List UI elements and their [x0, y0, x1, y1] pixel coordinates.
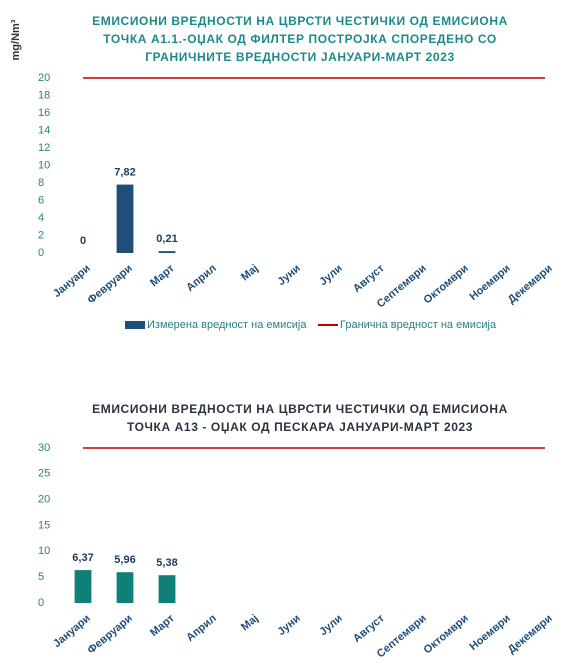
x-tick-label: Јуни: [275, 262, 302, 288]
y-tick-label: 4: [38, 212, 44, 224]
y-tick-label: 18: [38, 89, 50, 101]
y-tick-label: 0: [38, 247, 44, 259]
x-tick-label: Јануари: [51, 262, 93, 300]
y-tick-label: 12: [38, 142, 50, 154]
chart-title: ГРАНИЧНИТЕ ВРЕДНОСТИ ЈАНУАРИ-МАРТ 2023: [145, 50, 455, 64]
y-tick-label: 16: [38, 107, 50, 119]
legend-swatch: [125, 321, 145, 329]
x-tick-label: Мај: [239, 612, 261, 633]
chart-title: ЕМИСИОНИ ВРЕДНОСТИ НА ЦВРСТИ ЧЕСТИЧКИ ОД…: [92, 402, 508, 416]
x-tick-label: Март: [148, 612, 177, 639]
value-label: 5,96: [114, 554, 135, 566]
x-tick-label: Март: [148, 262, 177, 289]
x-tick-label: Февруари: [85, 612, 134, 656]
bar: [74, 570, 92, 603]
y-axis-label: mg/Nm³: [10, 19, 22, 60]
y-tick-label: 30: [38, 442, 50, 454]
y-tick-label: 6: [38, 194, 44, 206]
value-label: 5,38: [156, 557, 177, 569]
y-tick-label: 20: [38, 72, 50, 84]
bar: [158, 251, 176, 253]
y-tick-label: 10: [38, 159, 50, 171]
value-label: 0,21: [156, 233, 177, 245]
value-label: 0: [80, 235, 86, 247]
x-tick-label: Август: [351, 612, 387, 645]
x-tick-label: Декември: [506, 262, 555, 306]
x-tick-label: Јуни: [275, 612, 302, 638]
x-tick-label: Јули: [317, 612, 345, 638]
x-tick-label: Јули: [317, 262, 345, 288]
value-label: 7,82: [114, 166, 135, 178]
bar: [158, 575, 176, 603]
x-tick-label: Август: [351, 262, 387, 295]
y-tick-label: 5: [38, 571, 44, 583]
x-tick-label: Октомври: [422, 612, 471, 656]
x-tick-label: Октомври: [422, 262, 471, 306]
x-tick-label: Декември: [506, 612, 555, 656]
bar: [116, 572, 134, 603]
bar: [116, 184, 134, 253]
legend-label: Измерена вредност на емисија: [147, 319, 307, 331]
y-tick-label: 10: [38, 545, 50, 557]
y-tick-label: 2: [38, 229, 44, 241]
legend-label: Гранична вредност на емисија: [340, 319, 497, 331]
chart-title: ТОЧКА А13 - ОЏАК ОД ПЕСКАРА ЈАНУАРИ-МАРТ…: [127, 420, 473, 434]
y-tick-label: 8: [38, 177, 44, 189]
y-tick-label: 0: [38, 597, 44, 609]
x-tick-label: Мај: [239, 262, 261, 283]
y-tick-label: 15: [38, 519, 50, 531]
y-tick-label: 20: [38, 494, 50, 506]
x-tick-label: Февруари: [85, 262, 134, 306]
y-tick-label: 25: [38, 468, 50, 480]
y-tick-label: 14: [38, 124, 50, 136]
chart-title: ТОЧКА А1.1.-ОЏАК ОД ФИЛТЕР ПОСТРОЈКА СПО…: [103, 32, 497, 46]
x-tick-label: Јануари: [51, 612, 93, 650]
x-tick-label: Април: [184, 612, 219, 644]
x-tick-label: Април: [184, 262, 219, 294]
chart-title: ЕМИСИОНИ ВРЕДНОСТИ НА ЦВРСТИ ЧЕСТИЧКИ ОД…: [92, 14, 508, 28]
value-label: 6,37: [72, 552, 93, 564]
